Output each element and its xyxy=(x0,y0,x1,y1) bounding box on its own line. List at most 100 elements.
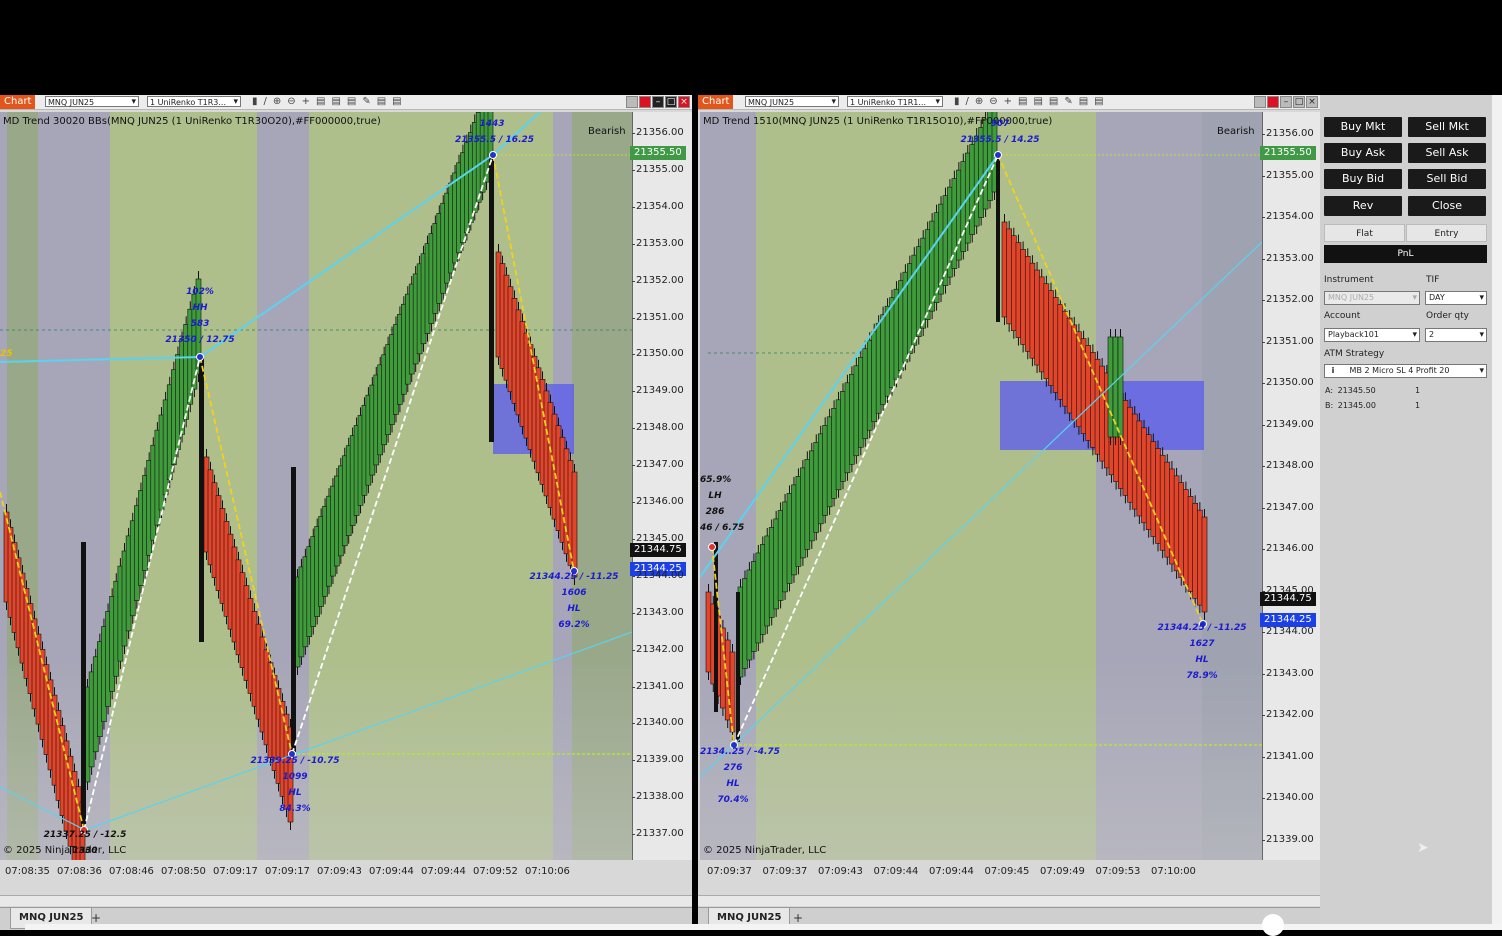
swing-dot xyxy=(80,826,88,834)
swing-volume: 1330 xyxy=(72,846,98,856)
price-tick-label: 21345.00 xyxy=(1262,584,1314,596)
instrument-select[interactable]: MNQ JUN25 xyxy=(45,96,139,108)
bid-quote-row: B: 21345.00 xyxy=(1325,401,1376,410)
time-tick-label: 07:09:45 xyxy=(984,866,1030,877)
swing-price: 21344.25 / -11.25 xyxy=(1157,623,1247,633)
price-tick-label: 21345.00 xyxy=(632,532,684,544)
bear-bar xyxy=(1029,262,1036,359)
drawing-tools-icons[interactable]: ▮/⊕⊖+▤▤▤✎▤▤ xyxy=(954,96,1110,107)
instrument-select[interactable]: MNQ JUN25 xyxy=(745,96,839,108)
instrument-select[interactable]: MNQ JUN25 xyxy=(1324,291,1420,305)
bear-bar xyxy=(1169,468,1175,565)
swing-annotation-top: 907 21355.5 / 14.25 xyxy=(959,116,1041,148)
bartype-select[interactable]: 1 UniRenko T1R1... xyxy=(847,96,943,108)
time-tick-label: 07:08:36 xyxy=(57,866,102,877)
buy-market-button[interactable]: Buy Mkt xyxy=(1324,117,1402,137)
indicator-title: MD Trend 30020 BBs(MNQ JUN25 (1 UniRenko… xyxy=(3,116,381,127)
pnl-display[interactable]: PnL xyxy=(1324,245,1487,263)
swing-dot xyxy=(570,567,578,575)
swing-annotation-last: 21344.25 / -11.25 1627 HL 78.9% xyxy=(1156,620,1248,684)
link-icon[interactable] xyxy=(626,96,638,108)
sell-ask-button[interactable]: Sell Ask xyxy=(1408,143,1486,163)
tif-label: TIF xyxy=(1426,275,1440,285)
swing-percent: 84.3% xyxy=(279,804,311,814)
color-icon[interactable] xyxy=(639,96,651,108)
minimize-icon[interactable]: – xyxy=(1280,96,1292,108)
price-axis[interactable]: 21355.50 21344.75 21344.25 21356.00 21355… xyxy=(630,112,692,860)
price-tick-label: 21347.00 xyxy=(632,459,684,471)
swing-dot xyxy=(1199,620,1207,628)
close-icon[interactable]: × xyxy=(1306,96,1318,108)
price-tick-label: 21350.00 xyxy=(1262,377,1314,388)
time-tick-label: 07:09:37 xyxy=(762,866,808,877)
time-axis[interactable]: 07:09:37 07:09:37 07:09:43 07:09:44 07:09:44… xyxy=(698,862,1262,886)
price-tick-label: 21341.00 xyxy=(632,680,684,692)
copyright-text: © 2025 NinjaTrader, LLC xyxy=(3,845,127,856)
maximize-icon[interactable]: □ xyxy=(665,96,677,108)
atm-strategy-select[interactable]: i MB 2 Micro SL 4 Profit 20 xyxy=(1324,364,1487,378)
close-icon[interactable]: × xyxy=(678,96,690,108)
link-icon[interactable] xyxy=(1254,96,1266,108)
price-tick-label: 21352.00 xyxy=(1262,294,1314,305)
horizontal-scrollbar[interactable] xyxy=(698,895,1320,906)
swing-price: 21355.5 / 14.25 xyxy=(960,135,1040,145)
bear-bar xyxy=(1150,441,1157,537)
color-icon[interactable] xyxy=(1267,96,1279,108)
sell-market-button[interactable]: Sell Mkt xyxy=(1408,117,1486,137)
bear-bar xyxy=(1015,242,1022,338)
drawing-tools-icons[interactable]: ▮/⊕⊖+▤▤▤✎▤▤ xyxy=(252,96,408,107)
reverse-button[interactable]: Rev xyxy=(1324,196,1402,216)
price-axis[interactable]: 21355.50 21344.75 21344.25 21356.00 21355… xyxy=(1260,112,1320,860)
swing-type: HH xyxy=(192,303,208,313)
price-plot[interactable]: MD Trend 30020 BBs(MNQ JUN25 (1 UniRenko… xyxy=(0,112,632,860)
add-tab-button[interactable]: + xyxy=(792,911,804,925)
time-axis[interactable]: 07:08:35 07:08:36 07:08:46 07:08:50 07:09:17… xyxy=(0,862,632,886)
indicator-title: MD Trend 1510(MNQ JUN25 (1 UniRenko T1R1… xyxy=(703,116,1053,127)
maximize-icon[interactable]: □ xyxy=(1293,96,1305,108)
price-tick-label: 21338.00 xyxy=(632,791,684,803)
bear-bar xyxy=(1090,352,1096,448)
bartype-select[interactable]: 1 UniRenko T1R3... xyxy=(147,96,241,108)
close-position-button[interactable]: Close xyxy=(1408,196,1486,216)
time-tick-label: 07:09:53 xyxy=(1095,866,1141,877)
chart-menu-button[interactable]: Chart xyxy=(0,95,36,109)
time-tick-label: 07:09:17 xyxy=(213,866,258,877)
sell-bid-button[interactable]: Sell Bid xyxy=(1408,169,1486,189)
price-plot[interactable]: MD Trend 1510(MNQ JUN25 (1 UniRenko T1R1… xyxy=(700,112,1262,860)
swing-annotation-low1: 21337.25 / -12.5 1330 xyxy=(40,827,130,859)
account-label: Account xyxy=(1324,311,1361,321)
swing-price: 46 / 6.75 xyxy=(700,523,745,533)
time-tick-label: 07:09:44 xyxy=(873,866,919,877)
time-tick-label: 07:09:43 xyxy=(317,866,362,877)
swing-type: HL xyxy=(1195,655,1209,665)
swing-volume: 583 xyxy=(190,319,210,329)
buy-ask-button[interactable]: Buy Ask xyxy=(1324,143,1402,163)
bear-bar xyxy=(729,651,736,733)
bear-bar xyxy=(1066,317,1073,414)
ask-price-label: 21344.75 xyxy=(630,543,686,557)
window-buttons: – □ × xyxy=(1254,96,1318,108)
minimize-icon[interactable]: – xyxy=(652,96,664,108)
renko-chart-left xyxy=(0,112,632,860)
tif-select[interactable]: DAY xyxy=(1425,291,1487,305)
ask-quote-row: A: 21345.50 xyxy=(1325,386,1376,395)
trend-line xyxy=(0,112,541,363)
horizontal-scrollbar[interactable] xyxy=(0,895,692,906)
chart-window-left: Chart MNQ JUN25 1 UniRenko T1R3... ▮/⊕⊖+… xyxy=(0,95,692,930)
price-tick-label: 21348.00 xyxy=(632,422,684,434)
order-qty-stepper[interactable]: 2 xyxy=(1425,328,1487,342)
price-tick-label: 21339.00 xyxy=(632,754,684,766)
add-tab-button[interactable]: + xyxy=(90,911,102,925)
price-tick-label: 21347.00 xyxy=(1262,501,1314,513)
chart-menu-button[interactable]: Chart xyxy=(698,95,734,109)
buy-bid-button[interactable]: Buy Bid xyxy=(1324,169,1402,189)
price-tick-label: 21354.00 xyxy=(632,200,684,212)
plot-fade xyxy=(700,660,1262,860)
video-progress-knob[interactable] xyxy=(1262,914,1284,936)
account-select[interactable]: Playback101 xyxy=(1324,328,1420,342)
swing-type: HL xyxy=(726,779,740,789)
renko-chart-right xyxy=(700,112,1262,778)
ask-price: 21345.50 xyxy=(1337,386,1376,395)
price-tick-label: 21342.00 xyxy=(1262,709,1314,720)
zigzag-line xyxy=(711,546,735,746)
